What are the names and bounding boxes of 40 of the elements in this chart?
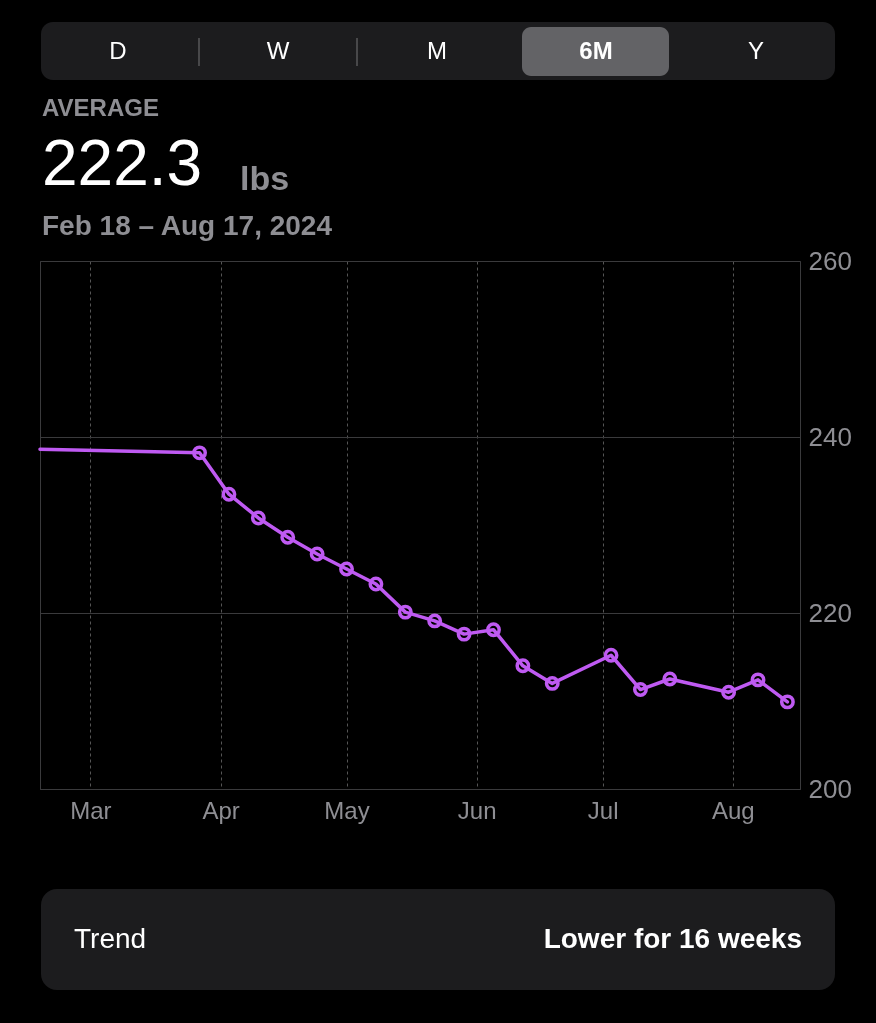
text: 6M (579, 37, 613, 64)
text: W (266, 37, 290, 64)
point (427, 613, 443, 629)
text: M (427, 37, 447, 64)
x-tick-label: Jun (457, 796, 497, 824)
y-tick-label: 260 (808, 245, 852, 276)
point (750, 672, 766, 688)
x-tick-label: Jul (587, 796, 619, 824)
point (221, 486, 237, 502)
point (192, 445, 208, 461)
point (779, 694, 795, 710)
y-tick-label: 220 (808, 597, 852, 628)
point (397, 604, 413, 620)
point (456, 626, 472, 642)
text: Trend (74, 923, 147, 954)
point (632, 682, 648, 697)
point (250, 510, 266, 526)
point (309, 546, 325, 562)
text: lbs (240, 159, 290, 197)
text: D (109, 37, 127, 64)
y-tick-label: 200 (808, 773, 852, 804)
text: AVERAGE (42, 94, 159, 121)
point (544, 675, 560, 691)
text: Feb 18 – Aug 17, 2024 (42, 210, 333, 241)
point (368, 576, 384, 592)
point (721, 684, 737, 700)
x-tick-label: May (324, 796, 370, 824)
point (515, 658, 531, 674)
point (486, 622, 501, 638)
point (662, 671, 678, 687)
x-tick-label: Mar (70, 796, 112, 824)
point (603, 647, 619, 663)
x-tick-label: Aug (711, 796, 755, 824)
text: Y (747, 37, 765, 64)
text: 222.3 (42, 127, 203, 199)
x-tick-label: Apr (202, 796, 240, 824)
y-tick-label: 240 (808, 421, 852, 452)
point (339, 561, 354, 577)
point (280, 529, 296, 545)
text: Lower for 16 weeks (543, 923, 802, 954)
